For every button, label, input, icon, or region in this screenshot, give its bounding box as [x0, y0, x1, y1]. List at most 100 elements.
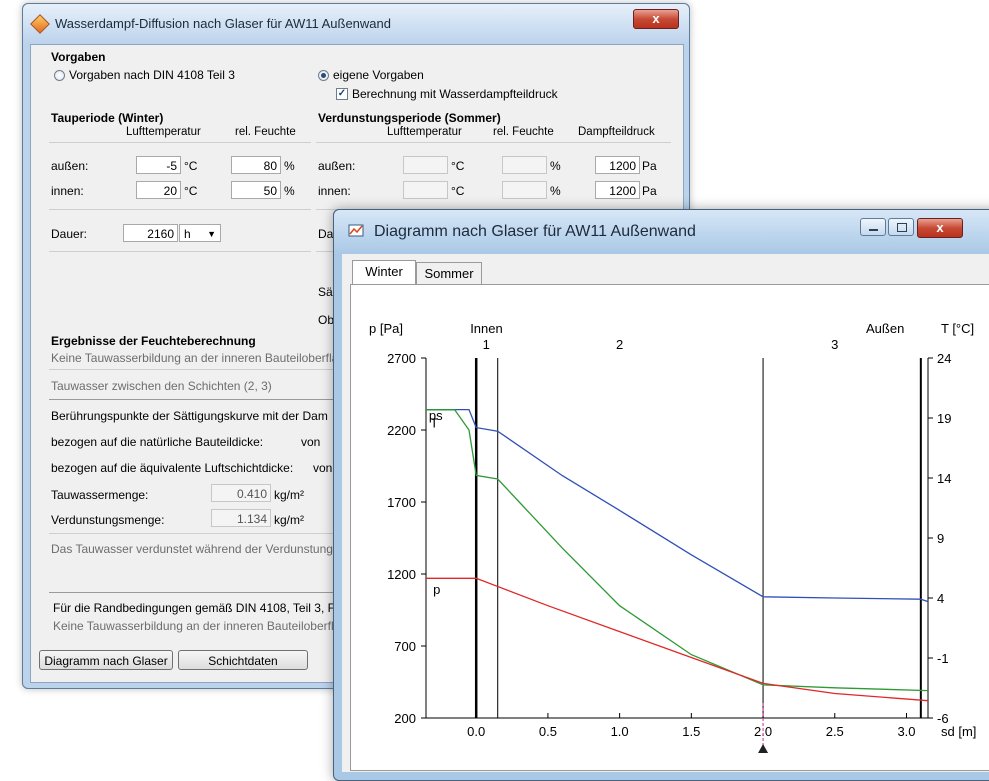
sommer-innen-dampf-input[interactable]: 1200: [595, 181, 640, 199]
sommer-aussen-hum-unit: %: [550, 159, 561, 173]
sommer-heading: Verdunstungsperiode (Sommer): [318, 111, 501, 125]
diagramm-nach-glaser-button[interactable]: Diagramm nach Glaser: [39, 650, 173, 670]
sommer-col-temp: Lufttemperatur: [387, 126, 462, 138]
checkbox-label: Berechnung mit Wasserdampfteildruck: [352, 87, 558, 101]
sommer-aussen-dampf-input[interactable]: 1200: [595, 156, 640, 174]
ergebnis-sep-1: [49, 369, 339, 370]
minimize-icon: [869, 229, 878, 231]
x-tick-label: 1.0: [611, 724, 629, 739]
sommer-innen-temp-input[interactable]: [403, 181, 448, 199]
verdunstungsmenge-label: Verdunstungsmenge:: [51, 513, 165, 527]
sommer-innen-dampf-unit: Pa: [642, 184, 657, 198]
winter-aussen-hum-input[interactable]: 80: [231, 156, 281, 174]
din-randbedingungen-line: Für die Randbedingungen gemäß DIN 4108, …: [53, 601, 335, 615]
minimize-button[interactable]: [860, 218, 886, 236]
winter-innen-hum-unit: %: [284, 184, 295, 198]
ergebnis-line-5: bezogen auf die äquivalente Luftschichtd…: [51, 461, 294, 475]
layer-number: 1: [483, 337, 490, 352]
y-tick-label: 1200: [387, 567, 416, 582]
y2-tick-label: 14: [937, 471, 951, 486]
ergebnis-line-2: Tauwasser zwischen den Schichten (2, 3): [51, 379, 272, 393]
y2-tick-label: -1: [937, 651, 949, 666]
sommer-aussen-dampf-unit: Pa: [642, 159, 657, 173]
tab-sommer[interactable]: Sommer: [416, 262, 482, 284]
y-tick-label: 2200: [387, 423, 416, 438]
ergebnis-line-1: Keine Tauwasserbildung an der inneren Ba…: [51, 351, 339, 365]
tauwassermenge-unit: kg/m²: [274, 488, 304, 502]
ergebnis-line-4-von: von: [301, 435, 321, 449]
winter-col-temp: Lufttemperatur: [126, 126, 201, 138]
winter-bottom-sep: [49, 251, 311, 252]
condensation-marker-icon: [758, 744, 769, 753]
winter-heading: Tauperiode (Winter): [51, 111, 164, 125]
x-tick-label: 2.5: [826, 724, 844, 739]
ergebnis-line-3: Berührungspunkte der Sättigungskurve mit…: [51, 409, 328, 423]
series-line-T: [426, 408, 929, 603]
winter-aussen-hum-unit: %: [284, 159, 295, 173]
y2-tick-label: -6: [937, 711, 949, 726]
sommer-col-hum: rel. Feuchte: [493, 126, 554, 138]
chart-app-icon: [348, 224, 364, 237]
main-close-button[interactable]: x: [633, 9, 679, 29]
diagram-titlebar[interactable]: Diagramm nach Glaser für AW11 Außenwand …: [334, 210, 989, 254]
series-label-ps: ps: [429, 408, 443, 423]
y-tick-label: 200: [394, 711, 416, 726]
x-tick-label: 0.0: [467, 724, 485, 739]
sommer-aussen-hum-input[interactable]: [502, 156, 547, 174]
diagram-close-button[interactable]: x: [917, 218, 963, 238]
y-tick-label: 2700: [387, 351, 416, 366]
glaser-diagram-window: Diagramm nach Glaser für AW11 Außenwand …: [333, 209, 989, 781]
sommer-col-dampf: Dampfteildruck: [578, 126, 655, 138]
sommer-row-innen-label: innen:: [318, 184, 351, 198]
layer-number: 3: [831, 337, 838, 352]
app-diamond-icon: [30, 14, 50, 34]
series-line-p: [426, 577, 929, 702]
winter-row-aussen-label: außen:: [51, 159, 89, 173]
y2-tick-label: 24: [937, 351, 951, 366]
winter-innen-temp-input[interactable]: 20: [136, 181, 181, 199]
saettigung-label: Sä: [318, 285, 333, 299]
diagram-window-title: Diagramm nach Glaser für AW11 Außenwand: [374, 223, 696, 240]
chevron-down-icon: ▼: [207, 229, 216, 239]
main-titlebar[interactable]: Wasserdampf-Diffusion nach Glaser für AW…: [23, 4, 689, 44]
radio-din-vorgaben[interactable]: [54, 70, 65, 81]
layer-number: 2: [616, 337, 623, 352]
radio-eigene-vorgaben[interactable]: [318, 70, 329, 81]
din-ergebnis-line: Keine Tauwasserbildung an der inneren Ba…: [53, 619, 334, 633]
winter-dauer-unit-select[interactable]: h ▼: [179, 224, 221, 242]
radio-din-label: Vorgaben nach DIN 4108 Teil 3: [69, 68, 235, 82]
winter-innen-hum-input[interactable]: 50: [231, 181, 281, 199]
glaser-chart: p [Pa] T [°C]sd [m]Innen Außen270022001700…: [369, 321, 976, 753]
winter-aussen-temp-unit: °C: [184, 159, 198, 173]
tab-winter[interactable]: Winter: [352, 260, 416, 284]
winter-aussen-temp-input[interactable]: -5: [136, 156, 181, 174]
y2-tick-label: 19: [937, 411, 951, 426]
region-label-innen: Innen: [470, 321, 503, 336]
ergebnis-sep-4: [49, 592, 339, 593]
region-label-aussen: Außen: [866, 321, 904, 336]
ergebnis-verdunstet-line: Das Tauwasser verdunstet während der Ver…: [51, 542, 333, 556]
sommer-aussen-temp-input[interactable]: [403, 156, 448, 174]
sommer-header-sep: [316, 142, 671, 143]
sommer-innen-hum-unit: %: [550, 184, 561, 198]
ergebnisse-heading: Ergebnisse der Feuchteberechnung: [51, 334, 256, 348]
schichtdaten-button[interactable]: Schichtdaten: [178, 650, 308, 670]
x-tick-label: 2.0: [754, 724, 772, 739]
oberflaeche-label: Ob: [318, 313, 335, 327]
sommer-innen-hum-input[interactable]: [502, 181, 547, 199]
diagram-client-area: Winter Sommer p [Pa] T [°C] sd [m] Innen Auß…: [342, 254, 989, 772]
verdunstungsmenge-value: 1.134: [211, 509, 271, 527]
checkbox-wasserdampfteildruck[interactable]: ✓: [336, 88, 348, 100]
y2-tick-label: 4: [937, 591, 944, 606]
winter-tab-page: p [Pa] T [°C] sd [m] Innen Außen 2700 2200 1700…: [350, 284, 989, 771]
y2-axis-label: T [°C]: [941, 321, 974, 336]
x-tick-label: 1.5: [682, 724, 700, 739]
winter-dauer-input[interactable]: 2160: [123, 224, 178, 242]
sommer-aussen-temp-unit: °C: [451, 159, 465, 173]
sommer-dauer-label: Da: [318, 227, 334, 241]
winter-col-hum: rel. Feuchte: [235, 126, 296, 138]
x-axis-label: sd [m]: [941, 724, 976, 739]
maximize-button[interactable]: [888, 218, 914, 236]
main-window-title: Wasserdampf-Diffusion nach Glaser für AW…: [55, 16, 391, 31]
series-label-p: p: [433, 582, 440, 597]
